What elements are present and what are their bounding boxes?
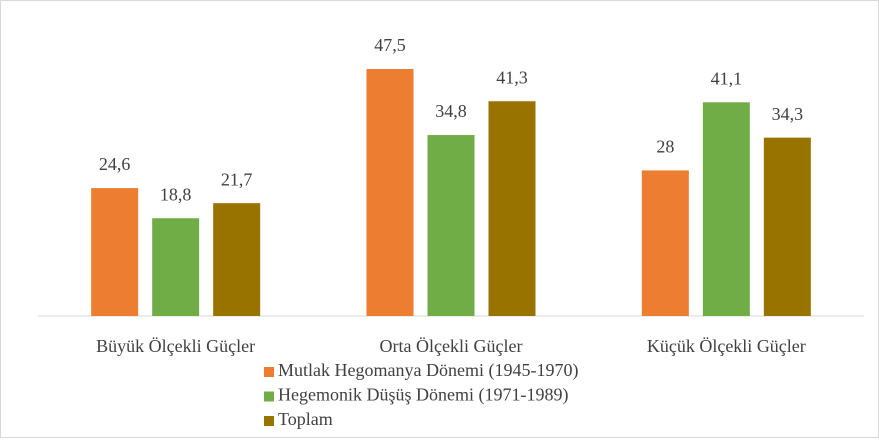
legend-swatch	[264, 391, 274, 402]
bar	[427, 135, 475, 316]
data-label: 47,5	[374, 35, 406, 55]
data-label: 24,6	[99, 154, 131, 174]
data-label: 28	[656, 137, 674, 157]
legend-label: Toplam	[278, 409, 333, 429]
x-tick-label: Büyük Ölçekli Güçler	[96, 336, 255, 356]
bar	[213, 203, 261, 316]
legend-label: Hegemonik Düşüş Dönemi (1971-1989)	[278, 385, 568, 406]
legend-swatch	[264, 416, 274, 426]
bar	[763, 137, 811, 316]
legend-swatch	[264, 367, 274, 377]
data-label: 41,1	[711, 68, 743, 88]
data-label: 21,7	[221, 169, 253, 189]
bar	[366, 69, 414, 316]
data-label: 41,3	[496, 67, 528, 87]
data-label: 34,3	[772, 104, 804, 124]
x-tick-label: Küçük Ölçekli Güçler	[647, 336, 806, 356]
bar	[488, 101, 536, 317]
legend-label: Mutlak Hegomanya Dönemi (1945-1970)	[278, 360, 578, 381]
x-tick-label: Orta Ölçekli Güçler	[380, 336, 523, 356]
bar	[152, 218, 200, 316]
data-label: 34,8	[435, 101, 467, 121]
bar	[91, 188, 139, 316]
bar	[641, 170, 689, 316]
bar	[702, 102, 750, 316]
data-label: 18,8	[160, 184, 192, 204]
